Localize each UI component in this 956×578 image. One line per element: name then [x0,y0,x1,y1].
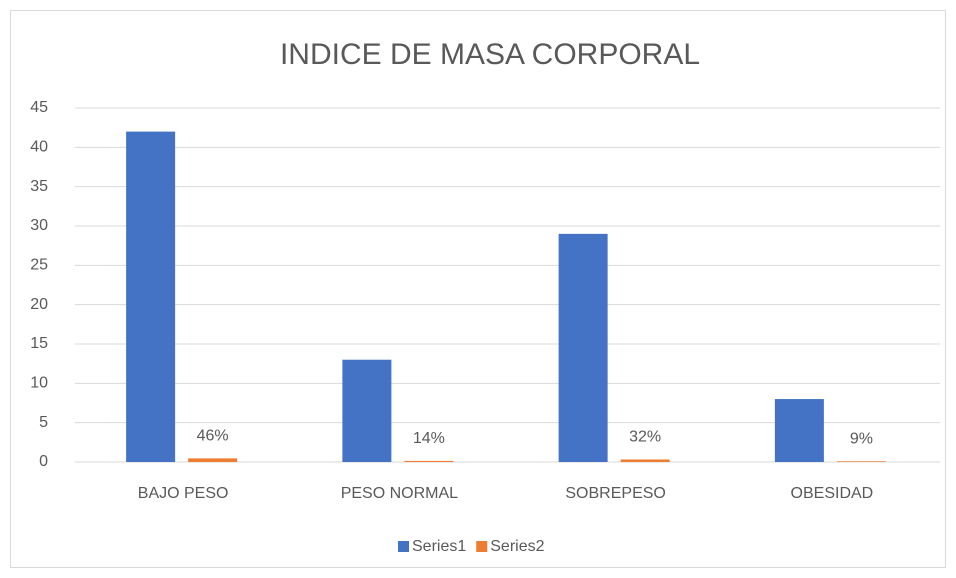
y-tick-label: 15 [30,335,48,352]
bar [774,399,824,462]
y-tick-label: 25 [30,257,48,274]
y-tick-label: 45 [30,99,48,116]
x-tick-label: OBESIDAD [791,485,874,502]
y-tick-label: 10 [30,375,48,392]
data-label: 46% [197,428,229,445]
y-tick-label: 5 [39,414,48,431]
bar [188,458,238,462]
x-tick-label: BAJO PESO [138,485,229,502]
legend-swatch [476,541,488,552]
y-tick-label: 20 [30,296,48,313]
data-label: 9% [850,431,873,448]
bar [404,460,454,462]
chart-title: INDICE DE MASA CORPORAL [280,38,700,71]
y-tick-label: 0 [39,453,48,470]
bar [126,131,176,462]
bar [342,359,392,462]
data-label: 14% [413,430,445,447]
y-tick-label: 40 [30,139,48,156]
x-tick-label: SOBREPESO [565,485,665,502]
legend-label: Series1 [412,538,466,555]
legend-swatch [398,541,409,552]
bar [558,233,608,462]
bar [620,459,670,462]
y-tick-label: 30 [30,217,48,234]
x-tick-label: PESO NORMAL [341,485,458,502]
data-label: 32% [629,429,661,446]
bar [836,461,886,462]
y-tick-label: 35 [30,178,48,195]
legend-label: Series2 [490,538,544,555]
